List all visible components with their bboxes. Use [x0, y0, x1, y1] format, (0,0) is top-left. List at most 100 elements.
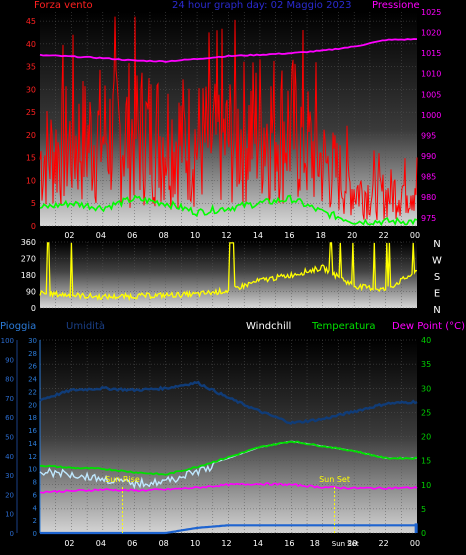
- humidity-tick-label: 60: [5, 414, 14, 422]
- pressure-tick-label: 1025: [421, 8, 441, 17]
- temp-tick-label: 20: [421, 433, 431, 442]
- wind-tick-label: 25: [26, 108, 36, 117]
- top-x-tick-label: 08: [159, 231, 169, 240]
- bottom-x-tick-label: 08: [159, 539, 169, 548]
- humidity-tick-label: 0: [10, 530, 14, 538]
- pressure-tick-label: 985: [421, 173, 436, 182]
- humidity-tick-label: 30: [5, 472, 14, 480]
- pressure-tick-label: 990: [421, 152, 436, 161]
- wind-gust-line: [39, 16, 418, 221]
- humidity-tick-label: 40: [5, 453, 14, 461]
- top-x-tick-label: 02: [64, 231, 74, 240]
- pressure-tick-label: 1000: [421, 111, 441, 120]
- rain-tick-label: 26: [28, 363, 37, 371]
- rain-tick-label: 24: [28, 376, 37, 384]
- humidity-tick-label: 80: [5, 376, 14, 384]
- compass-label: N: [433, 239, 440, 250]
- humidity-tick-label: 100: [1, 337, 14, 345]
- rain-tick-label: 4: [33, 504, 38, 512]
- top-x-tick-label: 14: [253, 231, 263, 240]
- dir-tick-label: 180: [21, 271, 36, 280]
- temp-tick-label: 25: [421, 408, 431, 417]
- dir-tick-label: 360: [21, 238, 36, 247]
- top-x-tick-label: 06: [127, 231, 137, 240]
- wind-tick-label: 45: [26, 17, 36, 26]
- temperature-legend-label: Temperatura: [312, 321, 376, 332]
- compass-label: W: [432, 256, 442, 267]
- temp-tick-label: 10: [421, 481, 431, 490]
- top-x-tick-label: 12: [221, 231, 231, 240]
- bottom-x-tick-label: 16: [284, 539, 294, 548]
- temp-tick-label: 0: [421, 529, 426, 538]
- wind-tick-label: 40: [26, 40, 36, 49]
- wind-tick-label: 5: [31, 199, 36, 208]
- pressure-tick-label: 1020: [421, 29, 441, 38]
- dewpoint-legend-label: Dew Point (°C): [392, 321, 466, 332]
- sunset-axis-label: Sun Set: [332, 540, 359, 548]
- wind-tick-label: 10: [26, 176, 36, 185]
- bottom-x-tick-label: 02: [64, 539, 74, 548]
- wind-axis-title: Forza vento: [34, 0, 93, 11]
- dir-tick-label: 270: [21, 255, 36, 264]
- bottom-x-tick-label: 10: [190, 539, 200, 548]
- sunset-label: Sun Set: [319, 475, 350, 484]
- compass-label: S: [434, 272, 440, 283]
- rain-tick-label: 30: [28, 337, 37, 345]
- top-x-tick-label: 04: [96, 231, 106, 240]
- rain-tick-label: 18: [28, 414, 37, 422]
- top-x-tick-label: 10: [190, 231, 200, 240]
- temperature-line: [39, 440, 418, 476]
- sunrise-label: Sun Rise: [105, 475, 140, 484]
- rain-tick-label: 14: [28, 440, 37, 448]
- compass-label: N: [433, 305, 440, 316]
- bottom-x-tick-label: 14: [253, 539, 263, 548]
- humidity-tick-label: 10: [5, 511, 14, 519]
- bottom-x-tick-label: 06: [127, 539, 137, 548]
- rain-tick-label: 8: [33, 479, 37, 487]
- pressure-line: [39, 38, 418, 63]
- pressure-tick-label: 980: [421, 193, 436, 202]
- wind-tick-label: 30: [26, 85, 36, 94]
- rain-tick-label: 10: [28, 466, 37, 474]
- bottom-x-tick-label: 00: [410, 539, 420, 548]
- temp-tick-label: 5: [421, 505, 426, 514]
- humidity-tick-label: 50: [5, 434, 14, 442]
- wind-tick-label: 20: [26, 131, 36, 140]
- rain-tick-label: 2: [33, 517, 37, 525]
- rain-tick-label: 20: [28, 401, 37, 409]
- rain-line: [40, 524, 417, 535]
- pressure-tick-label: 1005: [421, 90, 441, 99]
- pressure-axis-title: Pressione: [372, 0, 420, 11]
- bottom-x-tick-label: 18: [310, 539, 320, 548]
- rain-tick-label: 28: [28, 350, 37, 358]
- bottom-x-tick-label: 04: [96, 539, 106, 548]
- humidity-tick-label: 20: [5, 491, 14, 499]
- top-x-tick-label: 22: [378, 231, 388, 240]
- pressure-tick-label: 1015: [421, 49, 441, 58]
- humidity-tick-label: 70: [5, 395, 14, 403]
- windchill-legend-label: Windchill: [246, 321, 292, 332]
- pressure-tick-label: 995: [421, 131, 436, 140]
- rain-tick-label: 6: [33, 491, 38, 499]
- top-x-tick-label: 16: [284, 231, 294, 240]
- wind-tick-label: 35: [26, 63, 36, 72]
- humidity-legend-label: Umidità: [66, 321, 106, 332]
- temp-tick-label: 15: [421, 457, 431, 466]
- top-x-tick-label: 00: [410, 231, 420, 240]
- wind-tick-label: 15: [26, 154, 36, 163]
- bottom-x-tick-label: 12: [221, 539, 231, 548]
- rain-tick-label: 0: [33, 530, 37, 538]
- rain-tick-label: 22: [28, 388, 37, 396]
- dewpoint-line: [39, 482, 418, 494]
- rain-legend-label: Pioggia: [0, 321, 37, 332]
- temp-tick-label: 30: [421, 384, 431, 393]
- chart-title: 24 hour graph day: 02 Maggio 2023: [172, 0, 352, 11]
- bottom-x-tick-label: 22: [378, 539, 388, 548]
- pressure-tick-label: 975: [421, 214, 436, 223]
- dir-tick-label: 90: [26, 288, 36, 297]
- rain-tick-label: 12: [28, 453, 37, 461]
- pressure-tick-label: 1010: [421, 70, 441, 79]
- top-x-tick-label: 20: [347, 231, 357, 240]
